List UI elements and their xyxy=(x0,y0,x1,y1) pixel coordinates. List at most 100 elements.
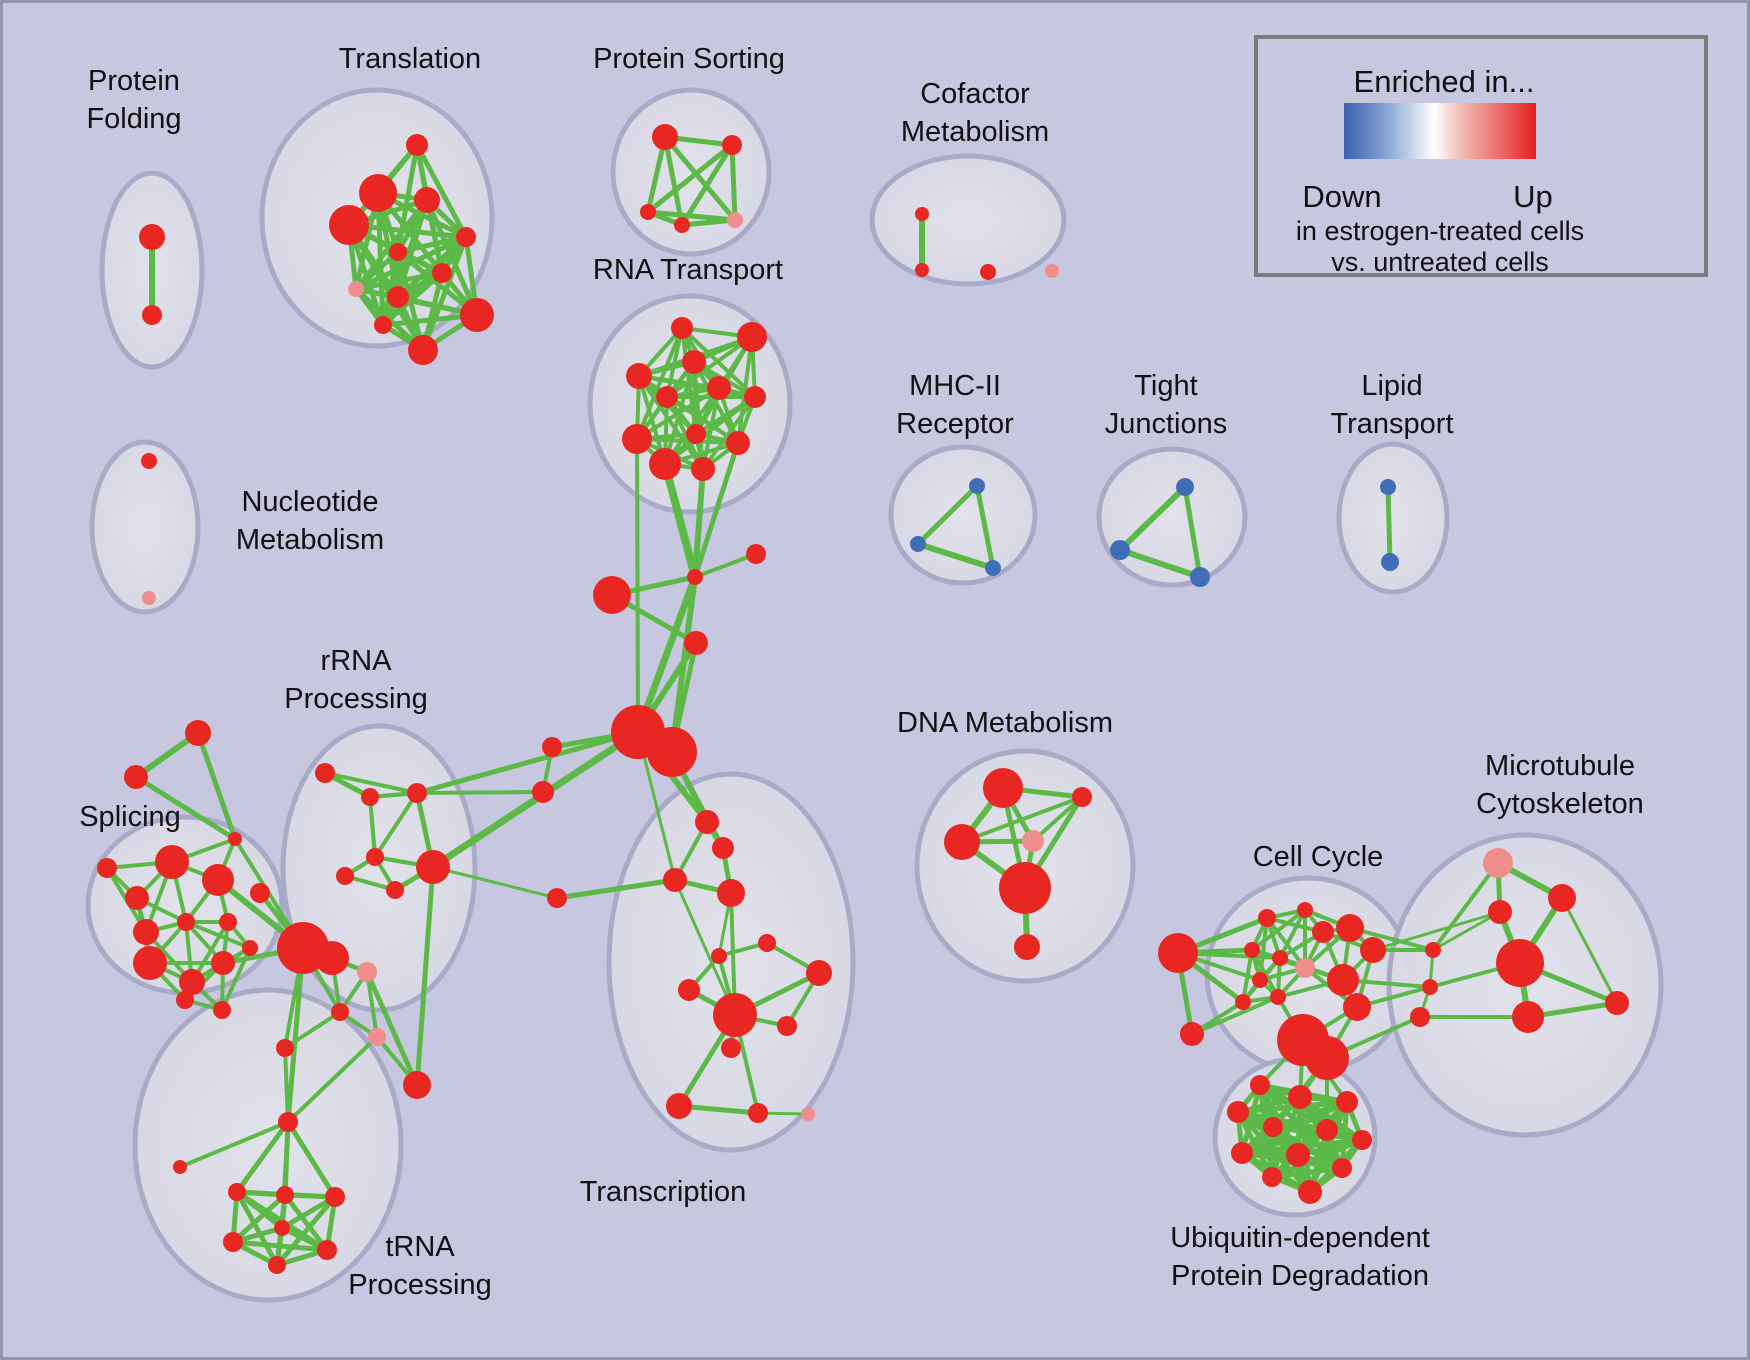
edge xyxy=(554,877,678,901)
cofactor-metabolism-node xyxy=(915,207,929,221)
rna-transport-node xyxy=(691,457,715,481)
protein-sorting-node xyxy=(652,124,678,150)
splicing-node xyxy=(133,946,167,980)
cofactor-metabolism-label: Cofactor Metabolism xyxy=(901,78,1049,148)
lipid-transport-label: Lipid Transport xyxy=(1330,370,1453,440)
transcription-node xyxy=(717,879,745,907)
cell-cycle-node xyxy=(1272,950,1288,966)
trna-processing-node xyxy=(173,1160,187,1174)
edge xyxy=(645,142,735,215)
hub-node xyxy=(532,781,554,803)
edge xyxy=(673,878,737,1017)
transcription-node xyxy=(713,993,757,1037)
trna-processing-node xyxy=(228,1183,246,1201)
edge xyxy=(285,945,306,1125)
edge xyxy=(133,774,238,842)
rna-transport-node xyxy=(622,424,652,454)
lipid-transport-node xyxy=(1381,553,1399,571)
tight-junctions-node xyxy=(1110,540,1130,560)
edge xyxy=(1385,484,1393,565)
edge xyxy=(693,552,758,579)
edge xyxy=(283,1046,290,1124)
edge xyxy=(663,395,757,466)
protein-sorting-node xyxy=(674,217,690,233)
ubiquitin-degradation-node xyxy=(1286,1143,1310,1167)
trna-processing-node xyxy=(325,1187,345,1207)
rna-transport-node xyxy=(737,322,767,352)
cell-cycle-node xyxy=(1360,937,1386,963)
splicing-node xyxy=(228,832,242,846)
rna-transport-node xyxy=(744,386,766,408)
edge xyxy=(662,134,738,223)
rrna-processing-node xyxy=(407,783,427,803)
cell-cycle-node xyxy=(1343,993,1371,1021)
cell-cycle-node xyxy=(1425,942,1441,958)
ubiquitin-degradation-node xyxy=(1298,1180,1322,1204)
tight-junctions-node xyxy=(1176,478,1194,496)
nucleotide-metabolism-node xyxy=(142,591,156,605)
splicing-node xyxy=(213,1001,231,1019)
dna-metabolism-node xyxy=(1072,787,1092,807)
ubiquitin-degradation-node xyxy=(1250,1075,1270,1095)
cofactor-metabolism-node xyxy=(1045,264,1059,278)
edge xyxy=(637,374,705,471)
ubiquitin-degradation-node xyxy=(1262,1167,1282,1187)
edge xyxy=(645,209,738,223)
mhc-ii-receptor-node xyxy=(969,478,985,494)
edge xyxy=(1182,484,1203,580)
transcription-node xyxy=(547,888,567,908)
network-layer: Protein Folding Translation Protein Sorting… xyxy=(79,43,1664,1303)
edge xyxy=(415,790,545,795)
edge xyxy=(230,1192,288,1245)
edge xyxy=(285,1119,338,1200)
edge xyxy=(431,865,559,900)
ubiquitin-degradation-node xyxy=(1352,1130,1372,1150)
transcription-node xyxy=(695,810,719,834)
edge xyxy=(1117,484,1188,553)
edge xyxy=(1431,861,1500,952)
edge xyxy=(368,795,377,859)
microtubule-cytoskeleton-node xyxy=(1488,900,1512,924)
hub-node xyxy=(593,576,631,614)
ubiquitin-degradation-node xyxy=(1227,1101,1249,1123)
edge xyxy=(915,541,996,571)
rrna-processing-node xyxy=(416,850,450,884)
rrna-processing-node xyxy=(357,962,377,982)
edge xyxy=(634,573,699,736)
edge xyxy=(665,335,754,399)
edge xyxy=(679,217,738,228)
ubiquitin-degradation-node xyxy=(1263,1117,1283,1137)
hub-node xyxy=(687,569,703,585)
mhc-ii-receptor-node xyxy=(985,560,1001,576)
edge xyxy=(234,1189,280,1268)
translation-node xyxy=(348,281,364,297)
cell-cycle-node xyxy=(1312,921,1334,943)
legend: Enriched in... Down Up in estrogen-treat… xyxy=(1254,35,1708,277)
rna-transport-node xyxy=(671,317,693,339)
edge xyxy=(635,326,684,441)
mhc-ii-receptor-label: MHC-II Receptor xyxy=(896,370,1014,440)
layer-ellipses xyxy=(85,87,1664,1303)
tight-junctions-node xyxy=(1190,567,1210,587)
hub-node xyxy=(746,544,766,564)
ubiquitin-degradation-node xyxy=(1288,1085,1312,1109)
mhc-ii-receptor-ellipse xyxy=(888,444,1038,586)
trna-processing-node xyxy=(317,1240,337,1260)
cell-cycle-node xyxy=(1252,972,1268,988)
microtubule-cytoskeleton-node xyxy=(1512,1001,1544,1033)
edge xyxy=(323,771,419,795)
legend-title: Enriched in... xyxy=(1354,64,1535,99)
ubiquitin-degradation-node xyxy=(1332,1158,1352,1178)
cell-cycle-node xyxy=(1410,1007,1430,1027)
cell-cycle-node xyxy=(1235,994,1251,1010)
transcription-node xyxy=(721,1038,741,1058)
edge xyxy=(960,795,1084,844)
translation-node xyxy=(432,263,452,283)
edge xyxy=(274,1194,338,1268)
splicing-node xyxy=(202,864,234,896)
trna-processing-node xyxy=(278,1112,298,1132)
layer-labels: Protein Folding Translation Protein Sorting… xyxy=(79,43,1644,1301)
rna-transport-node xyxy=(626,363,652,389)
dna-metabolism-node xyxy=(1022,830,1044,852)
